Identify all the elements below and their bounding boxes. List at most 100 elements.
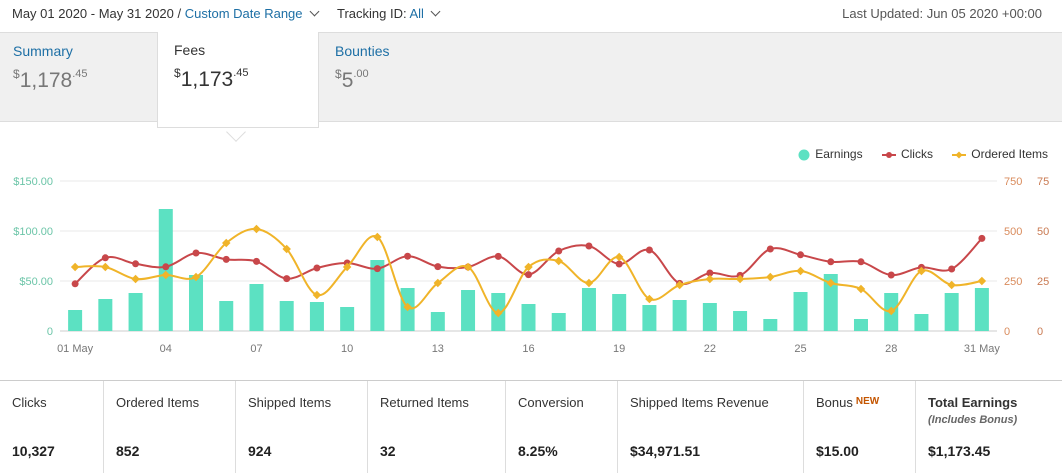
ordered-items-point — [917, 266, 926, 276]
earnings-bar — [914, 314, 929, 331]
legend-earnings[interactable]: Earnings — [798, 147, 863, 161]
stat-value: 8.25% — [518, 443, 558, 459]
stat-value: 10,327 — [12, 443, 55, 459]
ordered-items-point — [947, 280, 956, 290]
ordered-items-point — [161, 270, 171, 280]
ordered-items-point — [433, 278, 443, 288]
earnings-bar — [733, 311, 748, 331]
y-right-clicks-tick-label: 500 — [1004, 226, 1022, 238]
stat-value: 924 — [248, 443, 272, 459]
tab-summary[interactable]: Summary $1,178.45 — [0, 33, 157, 123]
y-left-tick-label: $150.00 — [13, 176, 53, 188]
x-tick-label: 19 — [613, 343, 625, 355]
earnings-bar — [340, 307, 355, 331]
earnings-bar — [430, 312, 445, 331]
y-right-clicks-tick-label: 250 — [1004, 276, 1022, 288]
tracking-id-label: Tracking ID: — [337, 6, 407, 21]
tab-fees-amount: $1,173.45 — [174, 66, 249, 92]
clicks-point — [585, 242, 593, 250]
legend-ordered-label: Ordered Items — [971, 147, 1048, 161]
legend-ordered-items[interactable]: Ordered Items — [952, 147, 1048, 161]
stat-label: Returned Items — [380, 395, 469, 410]
earnings-bar — [279, 301, 294, 331]
clicks-point — [494, 252, 502, 260]
tab-summary-amount: $1,178.45 — [13, 67, 88, 93]
legend-clicks-swatch — [881, 151, 896, 158]
clicks-point — [101, 254, 109, 262]
chevron-down-icon[interactable] — [309, 6, 319, 17]
tab-bounties[interactable]: Bounties $5.00 — [322, 33, 482, 123]
ordered-items-point — [584, 278, 594, 288]
custom-date-range-link[interactable]: Custom Date Range — [184, 6, 303, 21]
y-right-ordered-tick-label: 25 — [1037, 276, 1049, 288]
x-tick-label: 22 — [704, 343, 716, 355]
y-right-clicks-tick-label: 750 — [1004, 176, 1022, 188]
chart-legend: Earnings Clicks Ordered Items — [782, 147, 1048, 161]
tab-bounties-amount: $5.00 — [335, 67, 369, 93]
legend-ordered-swatch — [952, 151, 967, 159]
earnings-bar — [68, 310, 83, 331]
earnings-bar — [189, 275, 204, 331]
stat-total-earnings: Total Earnings (Includes Bonus) $1,173.4… — [916, 381, 1062, 473]
clicks-point — [404, 252, 412, 260]
clicks-point — [373, 265, 381, 273]
x-tick-label: 16 — [522, 343, 534, 355]
stat-label: Bonus NEW — [816, 395, 879, 410]
earnings-bar — [823, 274, 838, 331]
clicks-point — [525, 271, 532, 279]
stat-label: Shipped Items — [248, 395, 332, 410]
y-left-tick-label: $100.00 — [13, 226, 53, 238]
stat-label: Conversion — [518, 395, 584, 410]
clicks-point — [192, 249, 200, 257]
clicks-point — [827, 258, 835, 266]
ordered-items-point — [252, 224, 261, 234]
top-bar: May 01 2020 - May 31 2020 / Custom Date … — [0, 0, 1062, 32]
currency-symbol: $ — [13, 67, 20, 81]
tracking-id-value[interactable]: All — [409, 6, 424, 21]
legend-clicks[interactable]: Clicks — [881, 147, 933, 161]
x-tick-label: 04 — [160, 343, 172, 355]
new-badge: NEW — [855, 396, 880, 407]
clicks-point — [706, 269, 714, 277]
tab-bounties-label[interactable]: Bounties — [335, 43, 390, 59]
ordered-items-point — [221, 238, 231, 248]
tracking-id-filter[interactable]: Tracking ID: All — [337, 6, 441, 21]
legend-clicks-label: Clicks — [900, 147, 933, 161]
ordered-items-point — [342, 262, 352, 272]
chevron-down-icon[interactable] — [430, 6, 441, 17]
tab-fees[interactable]: Fees $1,173.45 — [157, 32, 319, 128]
ordered-items-point — [856, 284, 866, 294]
tab-summary-label[interactable]: Summary — [13, 43, 73, 59]
earnings-bar — [581, 288, 596, 331]
x-tick-label: 28 — [885, 343, 897, 355]
ordered-items-point — [886, 306, 896, 316]
clicks-point — [948, 265, 956, 273]
stat-value: 32 — [380, 443, 396, 459]
ordered-items-point — [70, 262, 80, 272]
earnings-bar — [249, 284, 264, 331]
x-tick-label: 31 May — [964, 343, 1001, 355]
stat-shipped-items: Shipped Items 924 — [236, 381, 368, 473]
earnings-bar — [763, 319, 778, 331]
amount-whole: 5 — [341, 69, 354, 92]
stat-sublabel: (Includes Bonus) — [928, 414, 1018, 426]
stat-returned-items: Returned Items 32 — [368, 381, 506, 473]
tab-fees-label[interactable]: Fees — [174, 42, 206, 58]
clicks-point — [313, 264, 321, 272]
clicks-point — [434, 263, 442, 271]
clicks-point — [978, 234, 986, 242]
earnings-bar — [672, 300, 687, 331]
amount-whole: 1,173 — [180, 68, 234, 91]
earnings-bar — [974, 288, 989, 331]
last-updated: Last Updated: Jun 05 2020 +00:00 — [842, 6, 1042, 21]
ordered-items-point — [675, 280, 684, 290]
clicks-point — [162, 263, 170, 271]
amount-whole: 1,178 — [19, 69, 73, 92]
legend-earnings-label: Earnings — [815, 147, 863, 161]
earnings-bar — [551, 313, 566, 331]
earnings-bar — [461, 290, 476, 331]
ordered-items-point — [312, 290, 322, 300]
ordered-items-point — [766, 272, 775, 282]
earnings-bar — [793, 292, 808, 331]
stat-value: 852 — [116, 443, 140, 459]
